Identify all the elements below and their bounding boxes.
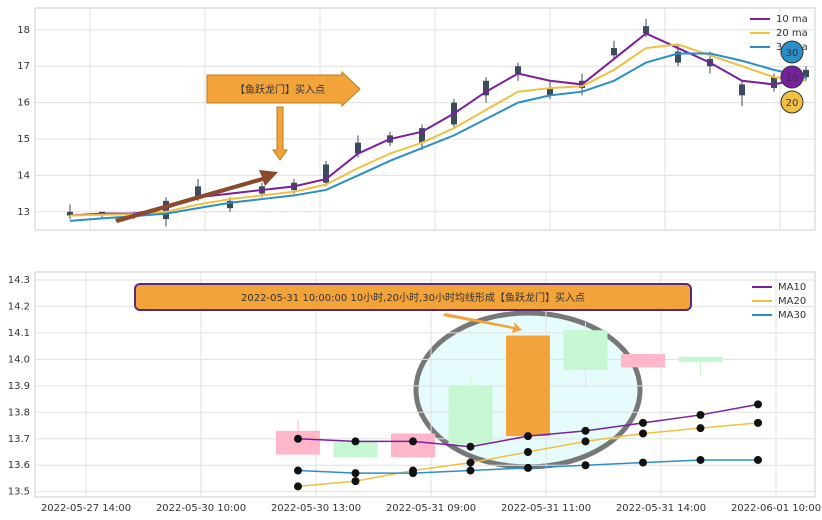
badge-label: 10	[786, 73, 799, 84]
legend-label: 10 ma	[776, 14, 808, 25]
ma-dot	[294, 434, 302, 443]
down-arrow	[272, 106, 288, 161]
candle-body	[771, 77, 777, 89]
ma-line	[69, 52, 807, 222]
ma-dot	[294, 466, 302, 475]
ma-dot	[696, 410, 705, 419]
badge	[780, 65, 804, 89]
ma-dot	[696, 424, 705, 433]
badge	[780, 40, 804, 64]
ma-dot	[639, 418, 647, 427]
ma-dot	[754, 455, 762, 464]
y-tick-label: 15	[17, 134, 30, 145]
legend-label: MA10	[778, 282, 806, 293]
badge-label: 20	[786, 98, 799, 109]
y-tick-label: 13.7	[8, 434, 30, 445]
y-tick-label: 13.8	[8, 407, 30, 418]
candle-body	[547, 88, 553, 96]
annotation-box	[134, 283, 692, 311]
x-tick-label: 2022-06-01 10:00	[731, 503, 821, 514]
ma-dot	[351, 437, 360, 446]
x-tick-label: 2022-05-31 11:00	[501, 503, 591, 514]
trend-arrow	[115, 170, 278, 223]
candle-body	[355, 142, 361, 154]
x-tick-label: 2022-05-27 14:00	[41, 503, 131, 514]
ma-dot	[754, 400, 762, 409]
ma-dot	[524, 448, 532, 456]
pointer-arrow	[443, 313, 522, 333]
candle-body	[333, 441, 378, 458]
ma-dot	[524, 463, 532, 472]
y-tick-label: 17	[17, 61, 30, 72]
candle-body	[448, 385, 493, 445]
ma-dot	[351, 469, 360, 478]
y-tick-label: 13.6	[8, 460, 30, 471]
ma-line	[69, 43, 807, 217]
x-tick-label: 2022-05-31 14:00	[616, 503, 706, 514]
y-tick-label: 14.2	[8, 301, 30, 312]
candle-body	[678, 356, 723, 362]
x-tick-label: 2022-05-30 10:00	[156, 503, 246, 514]
candle-body	[739, 84, 745, 96]
top-plot	[34, 7, 816, 231]
candle-body	[323, 164, 329, 183]
y-tick-label: 14.0	[8, 354, 30, 365]
ma-dot	[294, 482, 302, 491]
ma-dot	[466, 458, 475, 467]
y-tick-label: 14	[17, 170, 30, 181]
y-tick-label: 13	[17, 207, 30, 218]
candle-body	[643, 26, 649, 34]
ma-dot	[754, 418, 762, 427]
candle-body	[611, 48, 617, 56]
ma-dot	[524, 432, 532, 441]
x-tick-label: 2022-05-31 09:00	[386, 503, 476, 514]
legend-label: 20 ma	[776, 28, 808, 39]
candle-body	[515, 66, 521, 74]
candle-body	[621, 354, 665, 368]
ma-dot	[351, 477, 360, 486]
annotation-arrow-box	[206, 70, 361, 108]
candle-body	[67, 211, 73, 216]
candle-body	[506, 335, 550, 437]
candle-body	[227, 200, 233, 209]
ma-dot	[466, 466, 475, 475]
candle-body	[675, 51, 681, 63]
candle-body	[563, 330, 608, 370]
badge-label: 30	[786, 48, 799, 59]
y-tick-label: 14.1	[8, 328, 30, 339]
candle-body	[419, 128, 425, 143]
ma-dot	[581, 461, 590, 470]
badge	[780, 90, 804, 114]
ma-dot	[409, 437, 417, 446]
ma-dot	[581, 426, 590, 435]
y-tick-label: 13.9	[8, 381, 30, 392]
ma-dot	[581, 437, 590, 446]
candle-body	[163, 200, 169, 220]
legend-label: MA30	[778, 310, 806, 321]
y-tick-label: 14.3	[8, 275, 30, 286]
ma-dot	[639, 429, 647, 438]
y-tick-label: 13.5	[8, 487, 30, 498]
annotation-text: 2022-05-31 10:00:00 10小时,20小时,30小时均线形成【鱼…	[241, 291, 585, 304]
ma-dot	[639, 458, 647, 467]
ma-dot	[409, 469, 417, 478]
y-tick-label: 18	[17, 25, 30, 36]
annotation-text: 【鱼跃龙门】买入点	[235, 83, 325, 96]
candle-body	[195, 186, 201, 198]
candle-body	[803, 69, 809, 78]
candle-body	[483, 80, 489, 96]
legend-label: MA20	[778, 296, 806, 307]
x-tick-label: 2022-05-30 13:00	[271, 503, 361, 514]
ma-dot	[466, 442, 475, 451]
y-tick-label: 16	[17, 98, 30, 109]
ma-dot	[696, 455, 705, 464]
